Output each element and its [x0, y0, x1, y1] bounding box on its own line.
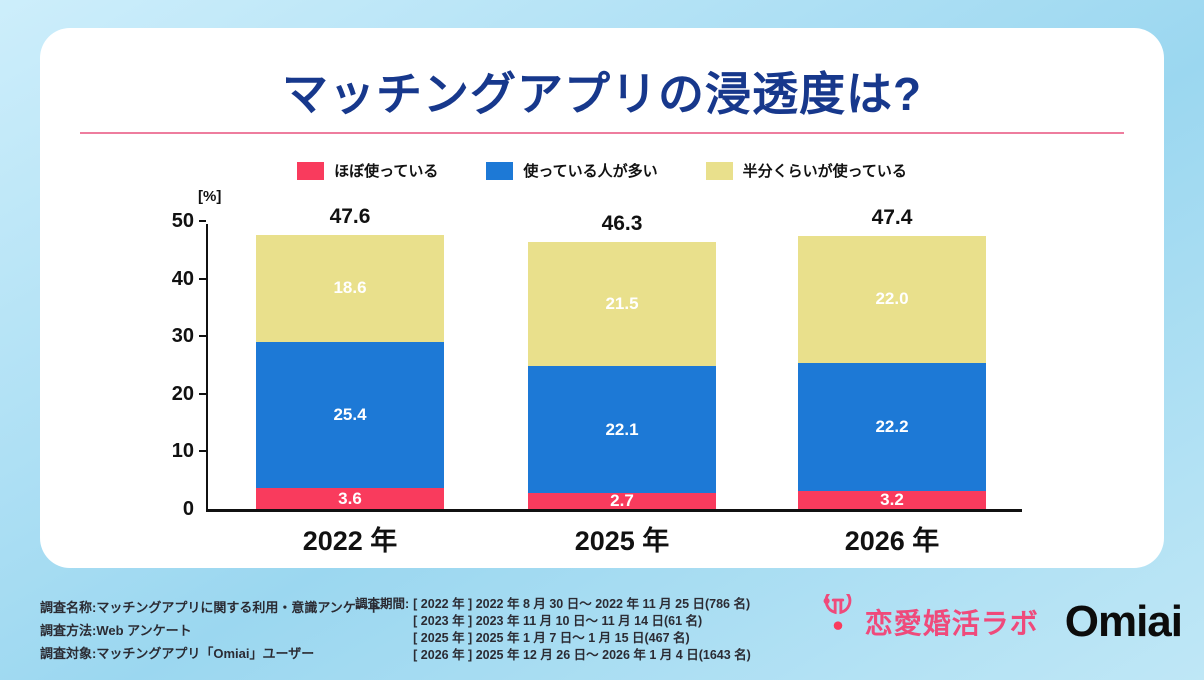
lab-logo: 恋愛婚活ラボ — [819, 587, 1039, 649]
bar-segment: 3.2 — [798, 489, 986, 509]
omiai-logo-text: Omiai — [1064, 596, 1183, 646]
y-tick-label: 0 — [182, 498, 194, 520]
bar-group: 47.4 3.2 22.2 22.0 2026 年 — [798, 206, 986, 556]
bar-segment: 3.6 — [256, 488, 444, 509]
y-axis-unit-label: [%] — [198, 188, 222, 205]
survey-period-lines: [ 2022 年 ] 2022 年 8 月 30 日〜 2022 年 11 月 … — [413, 596, 751, 664]
survey-name-line: 調査名称:マッチングアプリに関する利用・意識アンケート — [40, 600, 382, 615]
bar-segment: 21.5 — [528, 242, 716, 367]
footer: 調査名称:マッチングアプリに関する利用・意識アンケート 調査方法:Web アンケ… — [0, 568, 1204, 680]
legend-label: 使っている人が多い — [523, 163, 658, 180]
bar-group: 46.3 2.7 22.1 21.5 2025 年 — [528, 212, 716, 556]
survey-period: 調査期間: [ 2022 年 ] 2022 年 8 月 30 日〜 2022 年… — [355, 596, 751, 664]
bar-segment: 25.4 — [256, 341, 444, 489]
segment-value-label: 18.6 — [333, 278, 367, 298]
bar-segment: 2.7 — [528, 491, 716, 511]
legend-label: ほぼ使っている — [334, 163, 439, 180]
stacked-bar: 3.6 25.4 18.6 — [256, 234, 444, 509]
bar-group: 47.6 3.6 25.4 18.6 2022 年 — [256, 204, 444, 556]
legend-swatch — [486, 161, 514, 180]
segment-value-label: 21.5 — [605, 294, 639, 314]
legend-swatch — [705, 161, 733, 180]
segment-value-label: 22.0 — [875, 289, 909, 309]
x-axis-label: 2026 年 — [844, 526, 940, 556]
page-title: マッチングアプリの浸透度は? — [281, 68, 923, 120]
x-axis-label: 2025 年 — [574, 526, 670, 556]
y-tick-mark — [199, 277, 206, 280]
y-tick-mark — [199, 220, 206, 222]
legend: ほぼ使っている 使っている人が多い 半分くらいが使っている — [40, 160, 1164, 181]
survey-target-line: 調査対象:マッチングアプリ「Omiai」ユーザー — [40, 646, 315, 661]
y-tick-mark — [199, 335, 206, 338]
survey-method-line: 調査方法:Web アンケート — [40, 623, 192, 638]
title-divider — [80, 132, 1124, 134]
survey-period-label: 調査期間: — [355, 597, 410, 611]
legend-swatch — [297, 161, 325, 180]
legend-label: 半分くらいが使っている — [742, 163, 907, 180]
bar-total-label: 47.6 — [329, 204, 371, 228]
plot-area: 0 10 20 30 40 50 47.6 3.6 25.4 18.6 2022 年 46.3 2.7 2… — [172, 205, 1022, 556]
segment-value-label: 25.4 — [333, 405, 367, 425]
bar-segment: 22.2 — [798, 362, 986, 491]
period-line: [ 2022 年 ] 2022 年 8 月 30 日〜 2022 年 11 月 … — [413, 597, 751, 611]
period-line: [ 2023 年 ] 2023 年 11 月 10 日〜 11 月 14 日(6… — [413, 614, 703, 628]
bar-segment: 18.6 — [256, 234, 444, 342]
lab-flask-icon — [819, 587, 857, 649]
y-tick-label: 30 — [171, 325, 194, 348]
x-axis-label: 2022 年 — [302, 526, 398, 556]
segment-value-label: 2.7 — [610, 491, 634, 511]
segment-value-label: 3.6 — [338, 488, 362, 508]
segment-value-label: 3.2 — [880, 489, 904, 509]
y-tick-label: 50 — [171, 210, 194, 232]
stacked-bar: 3.2 22.2 22.0 — [798, 236, 986, 509]
y-tick-label: 10 — [171, 440, 194, 463]
chart-card: マッチングアプリの浸透度は? ほぼ使っている 使っている人が多い 半分くらいが使って… — [40, 28, 1164, 568]
legend-item: 半分くらいが使っている — [705, 160, 907, 181]
bar-segment: 22.1 — [528, 366, 716, 494]
legend-item: 使っている人が多い — [486, 160, 658, 181]
segment-value-label: 22.1 — [605, 419, 639, 439]
period-line: [ 2026 年 ] 2025 年 12 月 26 日〜 2026 年 1 月 … — [413, 648, 751, 662]
bar-total-label: 46.3 — [601, 212, 643, 236]
survey-meta: 調査名称:マッチングアプリに関する利用・意識アンケート 調査方法:Web アンケ… — [40, 596, 382, 665]
y-tick-mark — [199, 392, 206, 395]
y-tick-label: 20 — [171, 382, 194, 405]
lab-logo-text: 恋愛婚活ラボ — [864, 607, 1039, 639]
logos: 恋愛婚活ラボ Omiai — [819, 587, 1183, 649]
bar-segment: 22.0 — [798, 236, 986, 363]
stacked-bar: 2.7 22.1 21.5 — [528, 242, 716, 509]
legend-item: ほぼ使っている — [297, 160, 438, 181]
y-tick-label: 40 — [171, 267, 194, 290]
period-line: [ 2025 年 ] 2025 年 1 月 7 日〜 1 月 15 日(467 … — [413, 631, 690, 645]
segment-value-label: 22.2 — [875, 416, 909, 436]
y-tick-mark — [199, 450, 206, 453]
bar-total-label: 47.4 — [871, 206, 913, 229]
